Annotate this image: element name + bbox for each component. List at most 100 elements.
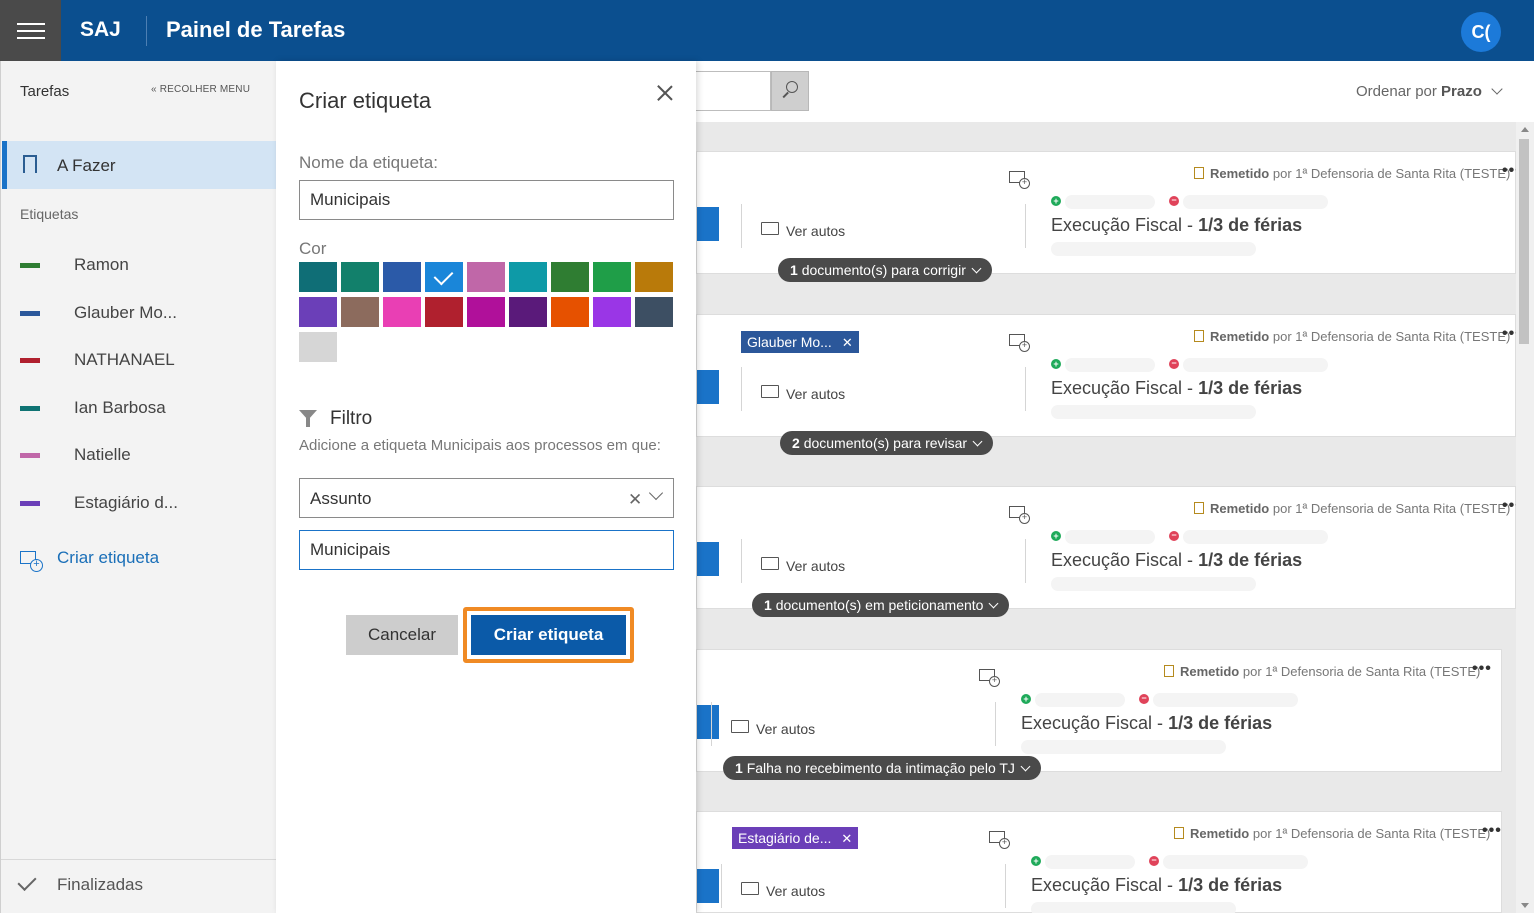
search-button[interactable] [771,71,809,111]
sidebar-tag-item[interactable]: NATHANAEL [20,347,260,377]
tag-chip[interactable]: Glauber Mo... ✕ [741,331,859,353]
create-tag-button[interactable]: Criar etiqueta [471,615,626,655]
divider [1,859,277,860]
pill-text: documento(s) para revisar [803,435,968,451]
document-icon [1194,167,1204,179]
ver-autos-link[interactable]: Ver autos [756,721,816,737]
scroll-up-icon[interactable] [1521,127,1529,132]
sidebar-tag-item[interactable]: Natielle [20,442,260,472]
action-button[interactable] [697,869,719,903]
divider [741,204,742,248]
color-swatch[interactable] [635,297,673,327]
task-card[interactable]: Remetido por 1ª Defensoria de Santa Rita… [696,811,1502,913]
tag-color-swatch [20,310,40,316]
action-button[interactable] [697,705,719,739]
more-options-icon[interactable]: ••• [1482,822,1502,839]
color-swatch[interactable] [593,297,631,327]
documents-pill[interactable]: 1 documento(s) para corrigir [778,258,992,282]
process-class: Execução Fiscal - [1031,875,1179,895]
minus-icon: − [1169,196,1179,206]
documents-pill[interactable]: 2 documento(s) para revisar [780,431,994,455]
action-button[interactable] [697,542,719,576]
color-swatch[interactable] [299,297,337,327]
add-tag-icon[interactable] [989,831,1010,849]
color-swatch[interactable] [341,297,379,327]
color-swatch[interactable] [425,262,463,292]
color-swatch[interactable] [593,262,631,292]
divider [711,702,712,746]
tag-name: Estagiário d... [74,492,178,512]
add-tag-icon[interactable] [1009,506,1030,524]
sidebar-tag-item[interactable]: Ramon [20,252,260,282]
color-swatch[interactable] [383,297,421,327]
sidebar-tag-item[interactable]: Glauber Mo... [20,300,260,330]
more-options-icon[interactable]: ••• [1472,660,1492,677]
task-card[interactable]: Remetido por 1ª Defensoria de Santa Rita… [696,486,1521,609]
task-card[interactable]: Remetido por 1ª Defensoria de Santa Rita… [696,649,1502,772]
scrollbar[interactable] [1516,122,1534,913]
color-swatch[interactable] [509,262,547,292]
filter-field-select[interactable]: Assunto ✕ [299,478,674,518]
redacted-field [1183,195,1328,209]
sidebar-item-a-fazer[interactable]: A Fazer [2,141,277,189]
sidebar-tag-item[interactable]: Estagiário d... [20,490,260,520]
color-swatch[interactable] [467,297,505,327]
documents-pill[interactable]: 1 Falha no recebimento da intimação pelo… [723,756,1041,780]
cancel-button[interactable]: Cancelar [346,615,458,655]
ver-autos-link[interactable]: Ver autos [786,223,846,239]
color-swatch[interactable] [299,332,337,362]
tag-color-swatch [20,453,40,458]
user-avatar[interactable]: C( [1461,12,1501,52]
color-swatch[interactable] [383,262,421,292]
action-button[interactable] [697,207,719,241]
chevron-down-icon[interactable] [648,485,664,501]
process-class: Execução Fiscal - [1051,550,1199,570]
task-card[interactable]: Remetido por 1ª Defensoria de Santa Rita… [696,314,1521,437]
color-swatch[interactable] [551,262,589,292]
tag-name-input[interactable] [299,180,674,220]
filter-description: Adicione a etiqueta Municipais aos proce… [299,437,661,454]
color-swatch[interactable] [467,262,505,292]
ver-autos-link[interactable]: Ver autos [786,386,846,402]
search-input[interactable] [696,71,771,111]
color-swatch[interactable] [425,297,463,327]
remove-tag-icon[interactable]: ✕ [841,335,853,350]
color-swatch[interactable] [299,262,337,292]
clear-icon[interactable]: ✕ [628,490,643,509]
tag-chip[interactable]: Estagiário de... ✕ [732,827,859,849]
color-swatch[interactable] [635,262,673,292]
document-icon [1194,502,1204,514]
color-swatch[interactable] [551,297,589,327]
add-tag-icon[interactable] [1009,171,1030,189]
remetido-info: Remetido por 1ª Defensoria de Santa Rita… [1174,826,1490,841]
ver-autos-link[interactable]: Ver autos [766,883,826,899]
bookmark-icon [23,155,37,173]
divider [995,702,996,746]
process-subject: 1/3 de férias [1198,550,1303,570]
action-button[interactable] [697,370,719,404]
add-tag-icon[interactable] [979,669,1000,687]
add-tag-icon[interactable] [1009,334,1030,352]
hamburger-menu-icon[interactable] [0,0,61,61]
color-swatch[interactable] [341,262,379,292]
sort-dropdown[interactable]: Ordenar por Prazo [1356,83,1503,100]
create-tag-link[interactable]: Criar etiqueta [20,546,220,572]
remove-tag-icon[interactable]: ✕ [841,831,853,846]
collapse-menu-button[interactable]: « RECOLHER MENU [151,84,251,95]
ver-autos-link[interactable]: Ver autos [786,558,846,574]
process-description: Execução Fiscal - 1/3 de férias [1031,875,1282,896]
color-swatch[interactable] [509,297,547,327]
remetido-info: Remetido por 1ª Defensoria de Santa Rita… [1194,329,1510,344]
sort-value: Prazo [1441,83,1482,100]
scrollbar-thumb[interactable] [1519,139,1529,344]
close-icon[interactable] [653,81,677,105]
redacted-field [1031,902,1236,913]
sidebar-tag-item[interactable]: Ian Barbosa [20,395,260,425]
filter-value-input[interactable] [299,530,674,570]
documents-pill[interactable]: 1 documento(s) em peticionamento [752,593,1010,617]
redacted-field [1051,405,1256,419]
process-description: Execução Fiscal - 1/3 de férias [1021,713,1272,734]
brand-logo[interactable]: SAJ [80,18,121,41]
scroll-down-icon[interactable] [1521,903,1529,908]
task-card[interactable]: Remetido por 1ª Defensoria de Santa Rita… [696,151,1521,274]
